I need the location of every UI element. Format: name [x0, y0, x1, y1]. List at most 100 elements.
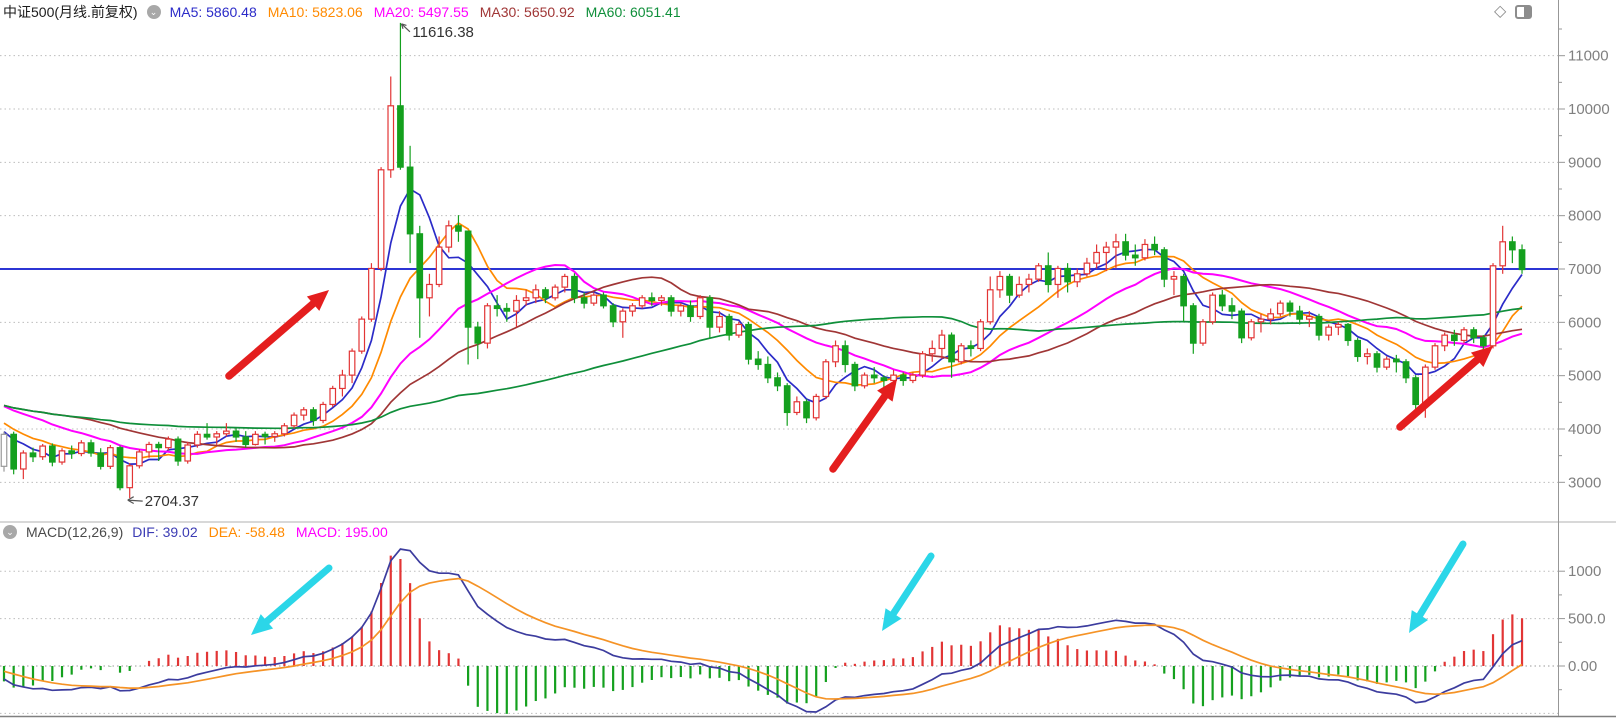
candle-body — [774, 377, 781, 387]
red-trend-arrow[interactable] — [1396, 346, 1493, 431]
candle-body — [1315, 315, 1323, 336]
ma-lines — [3, 187, 1523, 465]
candle-body — [19, 452, 27, 470]
candle-body — [1296, 310, 1303, 320]
candle-body — [339, 374, 346, 390]
main-chart-header: 中证500(月线.前复权) ⌄ MA5: 5860.48 MA10: 5823.0… — [3, 4, 681, 20]
price-axis-label: 3000 — [1568, 474, 1601, 491]
candle-body — [1305, 315, 1313, 320]
candle-body — [136, 451, 143, 467]
candle-body — [1083, 262, 1091, 275]
candle-body — [1035, 265, 1042, 280]
candle-body — [783, 385, 791, 414]
candle-body — [851, 363, 859, 387]
candle-body — [716, 315, 723, 328]
candle-body — [754, 358, 762, 366]
candle-body — [1373, 353, 1381, 368]
red-trend-arrow[interactable] — [829, 379, 897, 473]
candle-body — [1102, 246, 1110, 254]
low-annotation-label: 2704.37 — [145, 493, 199, 510]
price-axis-label: 4000 — [1568, 421, 1601, 438]
ma-indicator-ma5: MA5: 5860.48 — [169, 4, 257, 20]
candle-body — [97, 452, 105, 467]
candle-body — [1218, 294, 1226, 307]
red-trend-arrow[interactable] — [225, 290, 329, 380]
candle-body — [203, 433, 211, 438]
candle-body — [503, 307, 511, 312]
cyan-macd-arrow[interactable] — [251, 564, 333, 635]
candle-body — [899, 374, 907, 382]
macd-indicator-macd: MACD: 195.00 — [295, 524, 388, 540]
candle-body — [1518, 249, 1526, 271]
candle-body — [986, 289, 994, 323]
candle-body — [938, 334, 946, 350]
candle-body — [619, 310, 627, 323]
candle-body — [832, 345, 839, 363]
ma-indicator-ma30: MA30: 5650.92 — [479, 4, 575, 20]
candle-body — [29, 452, 37, 458]
candle-body — [1180, 275, 1187, 307]
candle-body — [793, 401, 801, 414]
macd-axis-label: 500.0 — [1568, 611, 1606, 628]
candle-body — [996, 275, 1004, 291]
ma10-line — [3, 222, 1523, 460]
candle-body — [252, 433, 259, 446]
macd-indicator-list: DIF: 39.02 DEA: -58.48 MACD: 195.00 — [132, 524, 387, 540]
candle-body — [435, 246, 443, 286]
candle-body — [1141, 243, 1149, 259]
macd-lines — [3, 548, 1523, 713]
candle-body — [667, 297, 675, 312]
macd-indicator-dea: DEA: -58.48 — [208, 524, 285, 540]
candle-body — [58, 450, 66, 463]
candle-body — [890, 374, 897, 382]
symbol-title: 中证500(月线.前复权) — [3, 4, 138, 20]
candle-body — [1431, 345, 1439, 368]
collapse-chevron-icon[interactable]: ⌄ — [146, 5, 161, 19]
candle-body — [648, 297, 656, 302]
candle-body — [696, 297, 704, 318]
low-annotation-arrow — [127, 496, 143, 505]
candle-body — [368, 267, 375, 320]
candle-body — [687, 305, 694, 318]
candle-body — [223, 430, 230, 435]
candle-body — [126, 465, 134, 489]
candle-body — [948, 334, 955, 363]
price-axis-label: 11000 — [1568, 48, 1609, 65]
candle-body — [1189, 305, 1197, 344]
diamond-drawing-icon[interactable]: ◇ — [1494, 3, 1507, 20]
candle-body — [416, 233, 424, 299]
candles — [0, 22, 1526, 499]
candle-body — [532, 289, 540, 299]
candle-body — [870, 374, 878, 379]
candle-body — [445, 225, 453, 248]
candle-body — [735, 323, 743, 336]
candle-body — [213, 433, 221, 438]
macd-indicator-name: MACD(12,26,9) — [26, 524, 124, 540]
cyan-macd-arrow[interactable] — [1409, 540, 1467, 633]
candle-body — [484, 305, 491, 344]
candle-body — [1209, 294, 1216, 323]
candle-body — [397, 105, 404, 168]
candle-body — [1073, 273, 1081, 283]
candle-body — [745, 323, 752, 360]
candle-body — [725, 315, 733, 336]
candle-body — [310, 409, 317, 422]
split-panel-icon[interactable] — [1515, 5, 1533, 19]
candle-body — [638, 297, 646, 307]
candle-body — [68, 450, 76, 455]
macd-histogram — [2, 555, 1524, 714]
macd-collapse-chevron-icon[interactable]: ⌄ — [3, 525, 17, 539]
candle-body — [261, 433, 269, 438]
candle-body — [1441, 334, 1449, 347]
candle-body — [232, 430, 240, 438]
candle-body — [677, 305, 685, 312]
ma-indicator-ma10: MA10: 5823.06 — [267, 4, 363, 20]
candle-body — [1402, 361, 1410, 379]
candle-body — [600, 294, 607, 307]
candle-body — [387, 105, 395, 171]
candle-body — [1276, 302, 1284, 315]
candle-body — [329, 387, 337, 406]
candle-body — [242, 436, 250, 446]
cyan-macd-arrow[interactable] — [882, 552, 935, 631]
